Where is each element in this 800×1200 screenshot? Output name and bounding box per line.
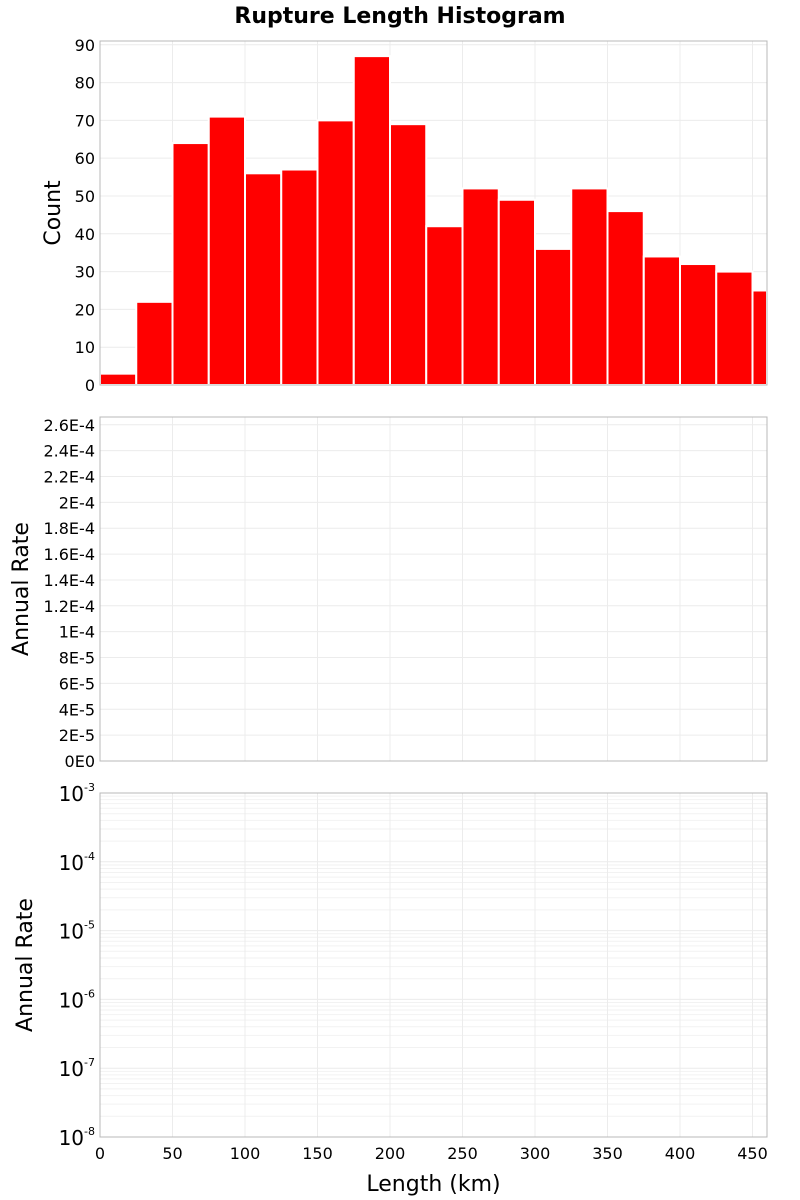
count-histogram-panel: 0 10 20 30 40 50 60 70 80 90 Count (41, 36, 768, 395)
y-tick-label: 10-6 (59, 987, 95, 1012)
y-tick-label: 2.4E-4 (43, 442, 95, 461)
y-tick-label: 1.2E-4 (43, 597, 95, 616)
y-tick-label: 80 (75, 74, 95, 93)
y-tick-label: 10 (75, 338, 95, 357)
y-tick-label: 2.2E-4 (43, 467, 95, 486)
count-bar (171, 142, 210, 386)
y-tick-label: 90 (75, 36, 95, 55)
count-bar (316, 119, 355, 386)
annual-rate-linear-panel: 0E0 2E-5 4E-5 6E-5 8E-5 1E-4 1.2E-4 1.4E-4 1.6E-… (9, 416, 768, 771)
count-bar (207, 115, 246, 386)
y-tick-label: 10-8 (59, 1125, 95, 1150)
count-bar (352, 55, 391, 386)
y-tick-label: 50 (75, 187, 95, 206)
y-tick-label: 1.8E-4 (43, 519, 95, 538)
count-bar (461, 187, 500, 386)
y-tick-label: 30 (75, 263, 95, 282)
y-tick-label: 40 (75, 225, 95, 244)
y-axis-label: Annual Rate (13, 898, 38, 1032)
count-bar (389, 123, 428, 387)
y-tick-label: 1.6E-4 (43, 545, 95, 564)
y-tick-label: 0 (85, 376, 95, 395)
x-tick-label: 300 (520, 1144, 551, 1163)
count-bar (606, 210, 645, 386)
count-bar (715, 270, 754, 387)
y-tick-label: 2.6E-4 (43, 416, 95, 435)
y-tick-label: 10-4 (59, 850, 95, 875)
x-tick-label: 50 (162, 1144, 182, 1163)
x-tick-label: 100 (230, 1144, 261, 1163)
y-tick-label: 10-7 (59, 1056, 95, 1081)
chart-title: Rupture Length Histogram (234, 4, 565, 29)
plot-frame (99, 792, 768, 1138)
count-bar (497, 198, 536, 386)
count-bar (99, 372, 138, 386)
plot-area (100, 417, 767, 761)
y-tick-label: 60 (75, 149, 95, 168)
x-tick-label: 250 (447, 1144, 478, 1163)
count-bar (570, 187, 609, 386)
y-axis-label: Count (41, 180, 66, 246)
y-axis-label: Annual Rate (9, 522, 34, 656)
x-tick-label: 200 (375, 1144, 406, 1163)
y-tick-label: 10-5 (59, 919, 95, 944)
x-tick-label: 0 (95, 1144, 105, 1163)
count-bar (135, 300, 174, 387)
x-axis-label: Length (km) (366, 1172, 500, 1197)
count-bar (280, 168, 319, 386)
plot-frame (99, 416, 768, 762)
count-bar (425, 225, 464, 386)
count-bar (642, 255, 681, 386)
plot-area (100, 793, 767, 1137)
y-tick-label: 2E-5 (59, 726, 95, 745)
y-tick-label: 8E-5 (59, 649, 95, 668)
y-tick-label: 4E-5 (59, 700, 95, 719)
x-tick-label: 350 (592, 1144, 623, 1163)
x-tick-label: 150 (302, 1144, 333, 1163)
y-tick-label: 0E0 (65, 752, 95, 771)
count-bar (751, 289, 768, 386)
y-tick-label: 1E-4 (59, 623, 95, 642)
annual-rate-log-panel: 10-8 10-7 10-6 10-5 10-4 10-3 0 50 100 150 200 250 3… (13, 781, 768, 1197)
x-tick-label: 450 (737, 1144, 768, 1163)
y-tick-label: 20 (75, 300, 95, 319)
count-bar (679, 263, 718, 386)
y-tick-label: 70 (75, 111, 95, 130)
y-tick-label: 1.4E-4 (43, 571, 95, 590)
y-tick-label: 6E-5 (59, 674, 95, 693)
y-tick-label: 10-3 (59, 781, 95, 806)
count-bar (244, 172, 283, 386)
x-tick-label: 400 (665, 1144, 696, 1163)
plot-frame (99, 40, 768, 386)
count-bar (534, 247, 573, 386)
y-tick-label: 2E-4 (59, 493, 95, 512)
